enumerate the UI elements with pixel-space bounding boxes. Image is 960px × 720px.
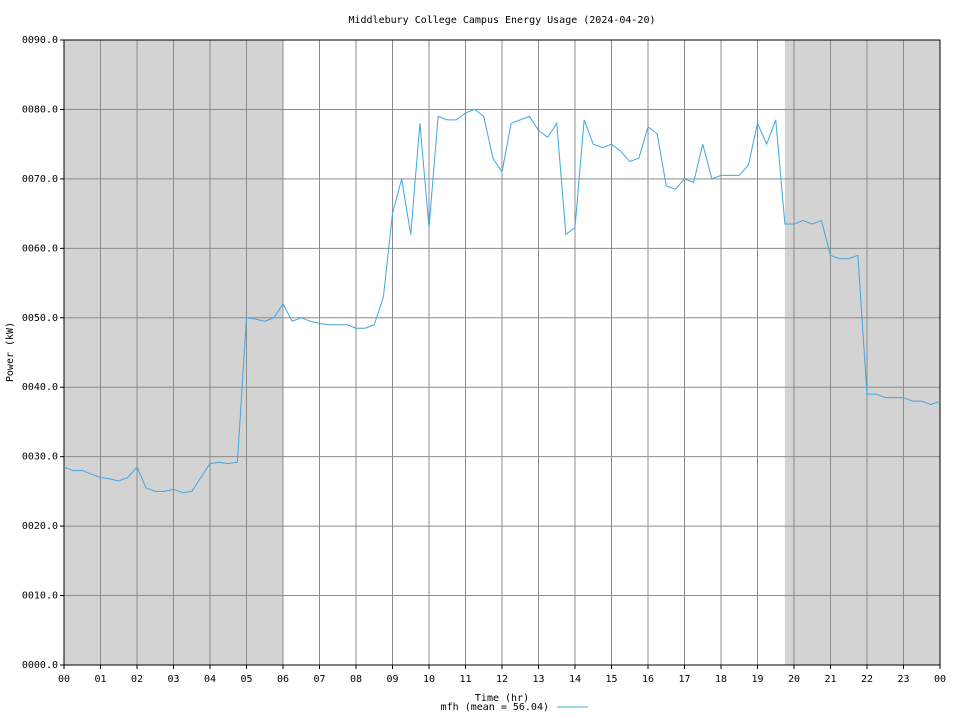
x-tick-label: 00 (934, 674, 946, 685)
x-tick-label: 21 (824, 674, 836, 685)
x-tick-label: 01 (94, 674, 106, 685)
y-tick-label: 0070.0 (22, 174, 58, 185)
plot-frame (63, 39, 941, 666)
x-tick-label: 02 (131, 674, 143, 685)
y-tick-label: 0040.0 (22, 382, 58, 393)
y-tick-label: 0000.0 (22, 660, 58, 671)
chart-title: Middlebury College Campus Energy Usage (… (348, 15, 655, 26)
x-tick-label: 17 (678, 674, 690, 685)
x-tick-label: 20 (788, 674, 800, 685)
x-tick-label: 16 (642, 674, 654, 685)
y-axis-label: Power (kW) (5, 322, 16, 382)
y-tick-label: 0010.0 (22, 591, 58, 602)
x-tick-label: 06 (277, 674, 289, 685)
y-tick-label: 0090.0 (22, 35, 58, 46)
legend-label: mfh (mean = 56.04) (441, 702, 549, 713)
data-line (63, 108, 941, 494)
x-tick-label: 11 (459, 674, 471, 685)
y-tick-label: 0060.0 (22, 243, 58, 254)
y-tick-label: 0020.0 (22, 521, 58, 532)
y-tick-label: 0080.0 (22, 104, 58, 115)
x-tick-label: 08 (350, 674, 362, 685)
x-tick-label: 14 (569, 674, 581, 685)
x-tick-label: 12 (496, 674, 508, 685)
x-tick-label: 23 (897, 674, 909, 685)
y-tick-label: 0030.0 (22, 452, 58, 463)
x-tick-label: 15 (605, 674, 617, 685)
x-tick-label: 13 (532, 674, 544, 685)
shaded-range (784, 40, 940, 665)
x-tick-label: 09 (386, 674, 398, 685)
x-tick-label: 03 (167, 674, 179, 685)
x-tick-label: 05 (240, 674, 252, 685)
x-tick-label: 04 (204, 674, 216, 685)
x-tick-label: 10 (423, 674, 435, 685)
x-tick-label: 22 (861, 674, 873, 685)
x-tick-label: 07 (313, 674, 325, 685)
x-axis-label: Time (hr) (475, 693, 529, 704)
x-tick-label: 18 (715, 674, 727, 685)
y-tick-label: 0050.0 (22, 313, 58, 324)
x-tick-label: 00 (58, 674, 70, 685)
x-tick-label: 19 (751, 674, 763, 685)
